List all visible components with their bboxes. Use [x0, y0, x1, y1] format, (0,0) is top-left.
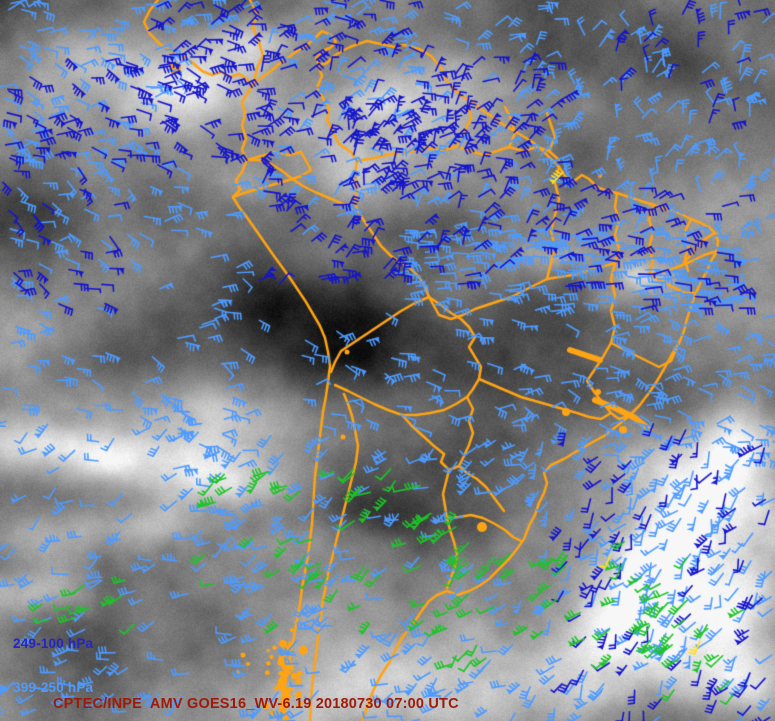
legend-item-249-100: 249-100 hPa [13, 636, 94, 652]
pressure-level-legend: 249-100 hPa 399-250 hPa 549-400 hPa 699-… [13, 608, 101, 721]
legend-item-399-250: 399-250 hPa [13, 679, 94, 695]
product-caption: CPTEC/INPE AMV GOES16_WV-6.19 20180730 0… [53, 696, 459, 712]
